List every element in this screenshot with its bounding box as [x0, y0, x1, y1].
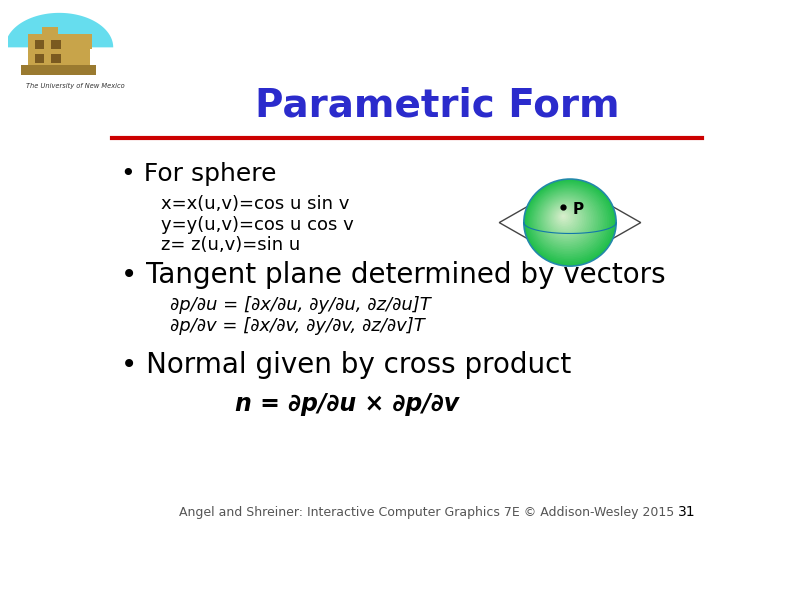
Text: • For sphere: • For sphere	[121, 162, 276, 186]
Ellipse shape	[530, 185, 607, 258]
Ellipse shape	[528, 183, 611, 261]
Text: ∂p/∂u = [∂x/∂u, ∂y/∂u, ∂z/∂u]T: ∂p/∂u = [∂x/∂u, ∂y/∂u, ∂z/∂u]T	[170, 296, 431, 314]
Ellipse shape	[536, 190, 600, 251]
Ellipse shape	[529, 184, 609, 259]
Text: 31: 31	[678, 505, 696, 519]
Bar	[64, 33, 91, 49]
Ellipse shape	[550, 203, 580, 233]
Text: n = ∂p/∂u × ∂p/∂v: n = ∂p/∂u × ∂p/∂v	[235, 392, 459, 415]
Bar	[51, 40, 60, 49]
Ellipse shape	[557, 210, 572, 224]
Text: y=y(u,v)=cos u cos v: y=y(u,v)=cos u cos v	[160, 216, 353, 234]
Ellipse shape	[543, 198, 590, 241]
Ellipse shape	[542, 196, 592, 243]
Bar	[51, 54, 60, 63]
Ellipse shape	[541, 195, 593, 245]
Ellipse shape	[559, 212, 569, 221]
Ellipse shape	[537, 192, 599, 249]
Text: P: P	[572, 202, 584, 217]
Polygon shape	[6, 13, 114, 48]
Ellipse shape	[553, 206, 577, 230]
Bar	[35, 40, 44, 49]
Ellipse shape	[532, 186, 606, 256]
Text: x=x(u,v)=cos u sin v: x=x(u,v)=cos u sin v	[160, 195, 349, 213]
Ellipse shape	[538, 193, 596, 248]
Ellipse shape	[525, 180, 615, 264]
Text: The University of New Mexico: The University of New Mexico	[26, 83, 125, 89]
Ellipse shape	[534, 189, 602, 253]
Bar	[41, 27, 58, 33]
Ellipse shape	[540, 194, 595, 246]
Text: z= z(u,v)=sin u: z= z(u,v)=sin u	[160, 236, 300, 255]
Ellipse shape	[524, 179, 616, 266]
Text: • Normal given by cross product: • Normal given by cross product	[121, 350, 571, 378]
Bar	[29, 33, 91, 68]
Text: Angel and Shreiner: Interactive Computer Graphics 7E © Addison-Wesley 2015: Angel and Shreiner: Interactive Computer…	[179, 506, 674, 519]
Text: • Tangent plane determined by vectors: • Tangent plane determined by vectors	[121, 261, 665, 289]
Ellipse shape	[554, 208, 576, 228]
Ellipse shape	[545, 199, 588, 239]
Ellipse shape	[551, 205, 579, 231]
Ellipse shape	[547, 201, 584, 236]
Ellipse shape	[533, 187, 603, 255]
Ellipse shape	[526, 181, 613, 263]
Ellipse shape	[555, 209, 574, 226]
Ellipse shape	[549, 202, 583, 234]
Text: Parametric Form: Parametric Form	[256, 87, 620, 125]
Bar	[21, 65, 96, 75]
Bar	[35, 54, 44, 63]
Ellipse shape	[562, 215, 565, 218]
Ellipse shape	[558, 211, 570, 223]
Ellipse shape	[561, 214, 567, 220]
Text: ∂p/∂v = [∂x/∂v, ∂y/∂v, ∂z/∂v]T: ∂p/∂v = [∂x/∂v, ∂y/∂v, ∂z/∂v]T	[170, 317, 425, 334]
Ellipse shape	[546, 200, 586, 238]
